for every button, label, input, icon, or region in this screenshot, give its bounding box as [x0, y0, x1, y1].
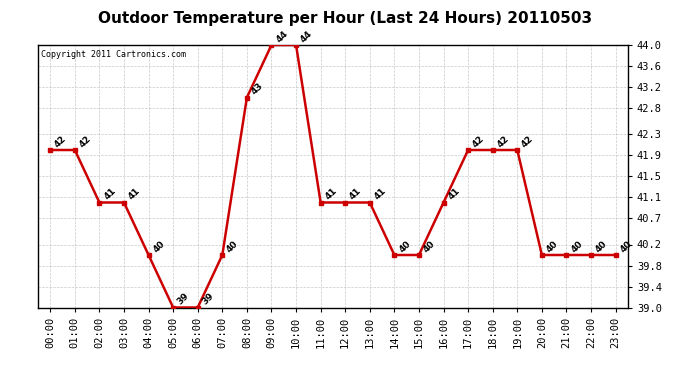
Text: 44: 44 [274, 29, 290, 44]
Text: 40: 40 [594, 239, 609, 254]
Text: 42: 42 [495, 134, 511, 149]
Text: 41: 41 [102, 186, 117, 202]
Text: 40: 40 [618, 239, 633, 254]
Text: 40: 40 [544, 239, 560, 254]
Text: 40: 40 [397, 239, 413, 254]
Text: 41: 41 [127, 186, 142, 202]
Text: 44: 44 [299, 29, 314, 44]
Text: Copyright 2011 Cartronics.com: Copyright 2011 Cartronics.com [41, 50, 186, 59]
Text: 40: 40 [225, 239, 240, 254]
Text: 42: 42 [53, 134, 68, 149]
Text: 40: 40 [151, 239, 166, 254]
Text: 42: 42 [77, 134, 93, 149]
Text: 40: 40 [569, 239, 584, 254]
Text: 40: 40 [422, 239, 437, 254]
Text: 43: 43 [250, 81, 265, 97]
Text: Outdoor Temperature per Hour (Last 24 Hours) 20110503: Outdoor Temperature per Hour (Last 24 Ho… [98, 11, 592, 26]
Text: 39: 39 [201, 291, 216, 307]
Text: 41: 41 [373, 186, 388, 202]
Text: 41: 41 [348, 186, 363, 202]
Text: 41: 41 [446, 186, 462, 202]
Text: 41: 41 [324, 186, 339, 202]
Text: 39: 39 [176, 291, 191, 307]
Text: 42: 42 [520, 134, 535, 149]
Text: 42: 42 [471, 134, 486, 149]
